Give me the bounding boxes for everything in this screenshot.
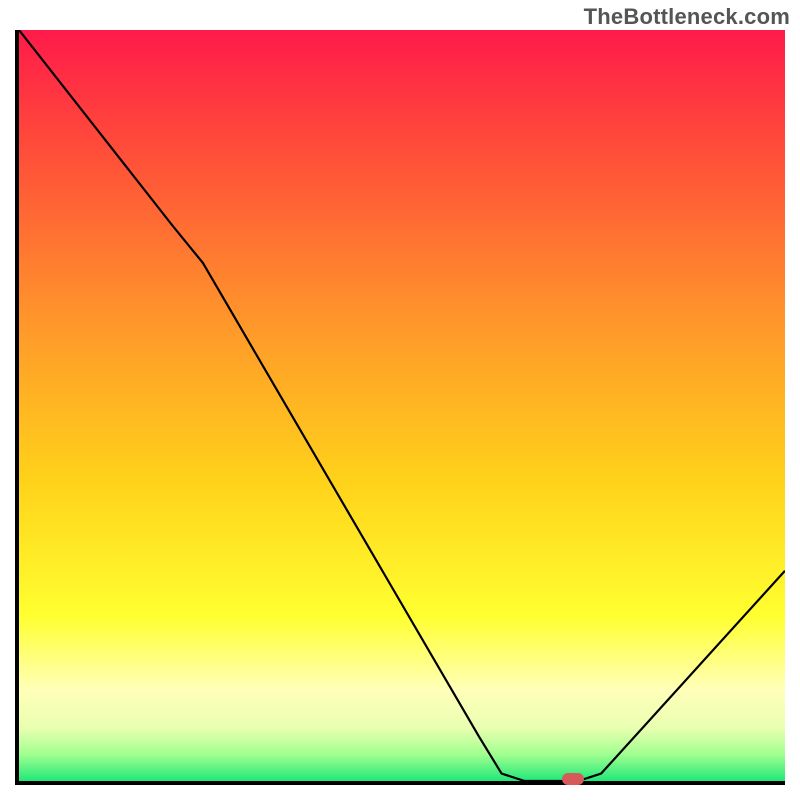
chart-container: TheBottleneck.com bbox=[0, 0, 800, 800]
plot-area bbox=[15, 30, 785, 785]
bottleneck-curve bbox=[19, 30, 785, 781]
watermark-text: TheBottleneck.com bbox=[584, 4, 790, 30]
optimal-point-marker bbox=[562, 773, 584, 785]
